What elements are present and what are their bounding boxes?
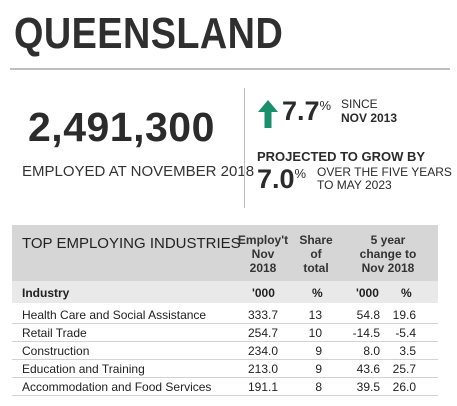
growth-since-caption: SINCE NOV 2013 [341,97,397,125]
projection-label: PROJECTED TO GROW BY [257,149,426,164]
row-employ: 333.7 [247,308,278,322]
table-row: Education and Training 213.0 9 43.6 25.7 [12,360,438,378]
table-title: TOP EMPLOYING INDUSTRIES [22,235,241,252]
col-head-share: Share of total [294,233,338,275]
page-title: QUEENSLAND [14,9,284,58]
row-industry: Education and Training [22,362,145,376]
table-subheader: Industry '000 % '000 % [12,281,438,303]
row-change: -14.5 [352,326,380,340]
row-employ: 234.0 [247,344,278,358]
projection-value: 7.0% [257,166,306,193]
row-share: 13 [308,308,322,322]
row-share: 9 [315,344,322,358]
row-share: 9 [315,362,322,376]
row-change: 54.8 [356,308,380,322]
col-head-share-l3: total [303,261,329,275]
col-head-employ-l2: Nov [251,247,275,261]
row-employ: 213.0 [247,362,278,376]
growth-since-unit: % [319,98,332,113]
row-change-pct: -5.4 [395,326,416,340]
projection-caption: OVER THE FIVE YEARS TO MAY 2023 [317,166,452,192]
row-industry: Construction [22,344,90,358]
title-divider [10,68,450,70]
col-head-share-l1: Share [299,233,333,247]
row-share: 10 [308,326,322,340]
since-label: SINCE [341,97,378,111]
subhead-employ-unit: '000 [252,286,275,300]
projection-caption-line2: TO MAY 2023 [317,178,392,192]
projection-number: 7.0 [257,164,295,194]
table-row: Health Care and Social Assistance 333.7 … [12,306,438,324]
growth-since-number: 7.7 [282,96,320,126]
table-row: Construction 234.0 9 8.0 3.5 [12,342,438,360]
col-head-change: 5 year change to Nov 2018 [348,233,428,275]
col-head-change-l1: 5 year [370,233,406,247]
row-industry: Health Care and Social Assistance [22,308,207,322]
row-employ: 191.1 [247,380,278,394]
since-date: NOV 2013 [341,111,398,125]
row-change: 43.6 [356,362,380,376]
table-header: TOP EMPLOYING INDUSTRIES Employ't Nov 20… [12,225,438,281]
stat-divider [244,88,245,208]
row-share: 8 [315,380,322,394]
industries-table: TOP EMPLOYING INDUSTRIES Employ't Nov 20… [12,225,450,399]
row-change-pct: 26.0 [392,380,416,394]
col-head-employ: Employ't Nov 2018 [236,233,290,275]
row-change-pct: 19.6 [392,308,416,322]
employed-total: 2,491,300 [28,104,215,150]
subhead-share-unit: % [312,286,323,300]
row-change-pct: 3.5 [399,344,416,358]
col-head-employ-l3: 2018 [249,261,277,275]
growth-since-value: 7.7% [282,98,331,125]
subhead-change-unit: '000 [356,286,379,300]
projection-caption-line1: OVER THE FIVE YEARS [317,165,452,179]
col-head-employ-l1: Employ't [237,233,289,247]
up-arrow-icon [258,100,278,128]
subhead-industry: Industry [22,286,70,300]
row-industry: Accommodation and Food Services [22,380,212,394]
col-head-share-l2: of [310,247,322,261]
row-employ: 254.7 [247,326,278,340]
subhead-change-pct-unit: % [401,286,412,300]
col-head-change-l3: Nov 2018 [361,261,415,275]
row-change: 8.0 [363,344,380,358]
row-change: 39.5 [356,380,380,394]
table-row: Retail Trade 254.7 10 -14.5 -5.4 [12,324,438,342]
row-change-pct: 25.7 [392,362,416,376]
table-row: Accommodation and Food Services 191.1 8 … [12,378,438,396]
projection-unit: % [294,166,307,181]
col-head-change-l2: change to [359,247,417,261]
row-industry: Retail Trade [22,326,87,340]
employed-caption: EMPLOYED AT NOVEMBER 2018 [22,163,255,180]
